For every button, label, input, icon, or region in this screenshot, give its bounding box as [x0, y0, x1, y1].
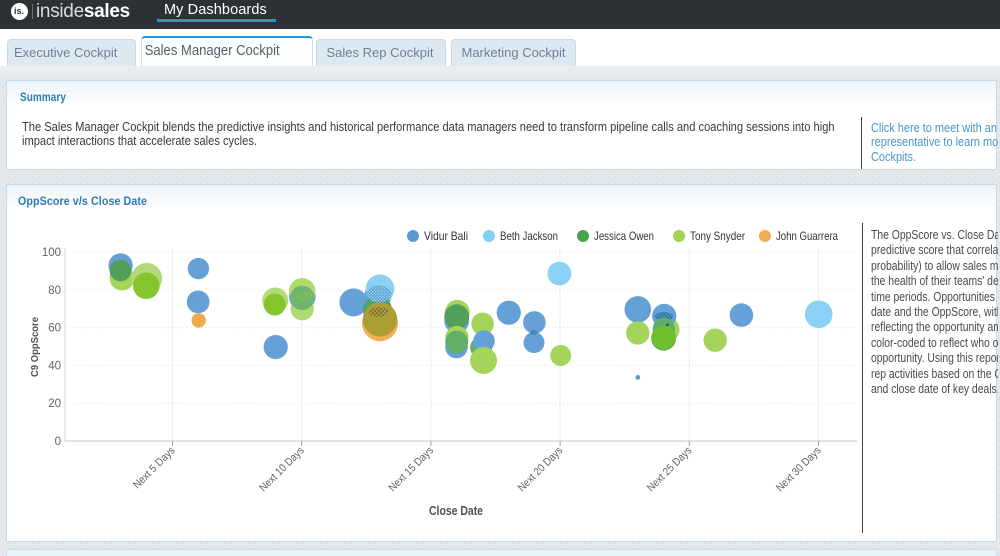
svg-text:Next 20 Days: Next 20 Days [516, 444, 566, 494]
svg-text:Jessica Owen: Jessica Owen [594, 229, 654, 243]
svg-text:100: 100 [42, 247, 61, 259]
svg-text:Next 15 Days: Next 15 Days [387, 444, 437, 494]
svg-text:Vidur Bali: Vidur Bali [424, 229, 468, 243]
svg-text:Next 25 Days: Next 25 Days [645, 444, 695, 494]
svg-text:Next 10 Days: Next 10 Days [257, 444, 307, 494]
svg-text:0: 0 [55, 436, 61, 448]
svg-text:Tony Snyder: Tony Snyder [690, 229, 745, 243]
svg-text:Next 30 Days: Next 30 Days [774, 444, 824, 494]
svg-text:60: 60 [48, 323, 61, 335]
svg-text:C9 OppScore: C9 OppScore [30, 317, 41, 377]
svg-text:Beth Jackson: Beth Jackson [500, 229, 558, 243]
svg-text:80: 80 [48, 285, 61, 297]
svg-text:40: 40 [48, 360, 61, 372]
svg-text:John Guarrera: John Guarrera [776, 229, 838, 243]
svg-text:Close Date: Close Date [429, 504, 483, 518]
svg-text:20: 20 [48, 398, 61, 410]
svg-text:Next 5 Days: Next 5 Days [131, 444, 178, 491]
